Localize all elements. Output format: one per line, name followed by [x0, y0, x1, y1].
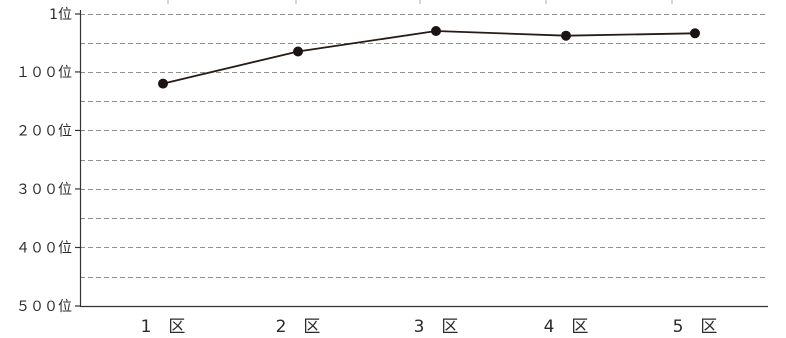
x-category-label: 5 区	[673, 317, 718, 337]
y-tick-label: ４００位	[16, 240, 72, 256]
axes	[75, 0, 768, 308]
rank-series-line	[162, 30, 696, 85]
y-tick-label: ３００位	[16, 182, 72, 198]
x-category-labels: 1 区 2 区 3 区 4 区 5 区	[141, 317, 718, 337]
y-tick-labels: 1位 １００位 ２００位 ３００位 ４００位 ５００位	[16, 7, 72, 315]
y-tick-label: １００位	[16, 65, 72, 81]
y-tick-label: ５００位	[16, 299, 72, 315]
data-point-5	[690, 28, 700, 39]
x-category-label: 4 区	[544, 317, 589, 337]
data-point-1	[158, 78, 168, 89]
x-category-label: 1 区	[141, 317, 186, 337]
data-point-3	[431, 26, 441, 36]
data-point-2	[293, 46, 303, 57]
y-tick-label: 1位	[49, 7, 72, 23]
data-point-4	[561, 30, 571, 41]
gridlines	[80, 14, 768, 278]
x-category-label: 3 区	[414, 317, 459, 337]
y-tick-label: ２００位	[16, 123, 72, 139]
rank-series	[158, 26, 700, 89]
x-category-label: 2 区	[276, 317, 321, 337]
